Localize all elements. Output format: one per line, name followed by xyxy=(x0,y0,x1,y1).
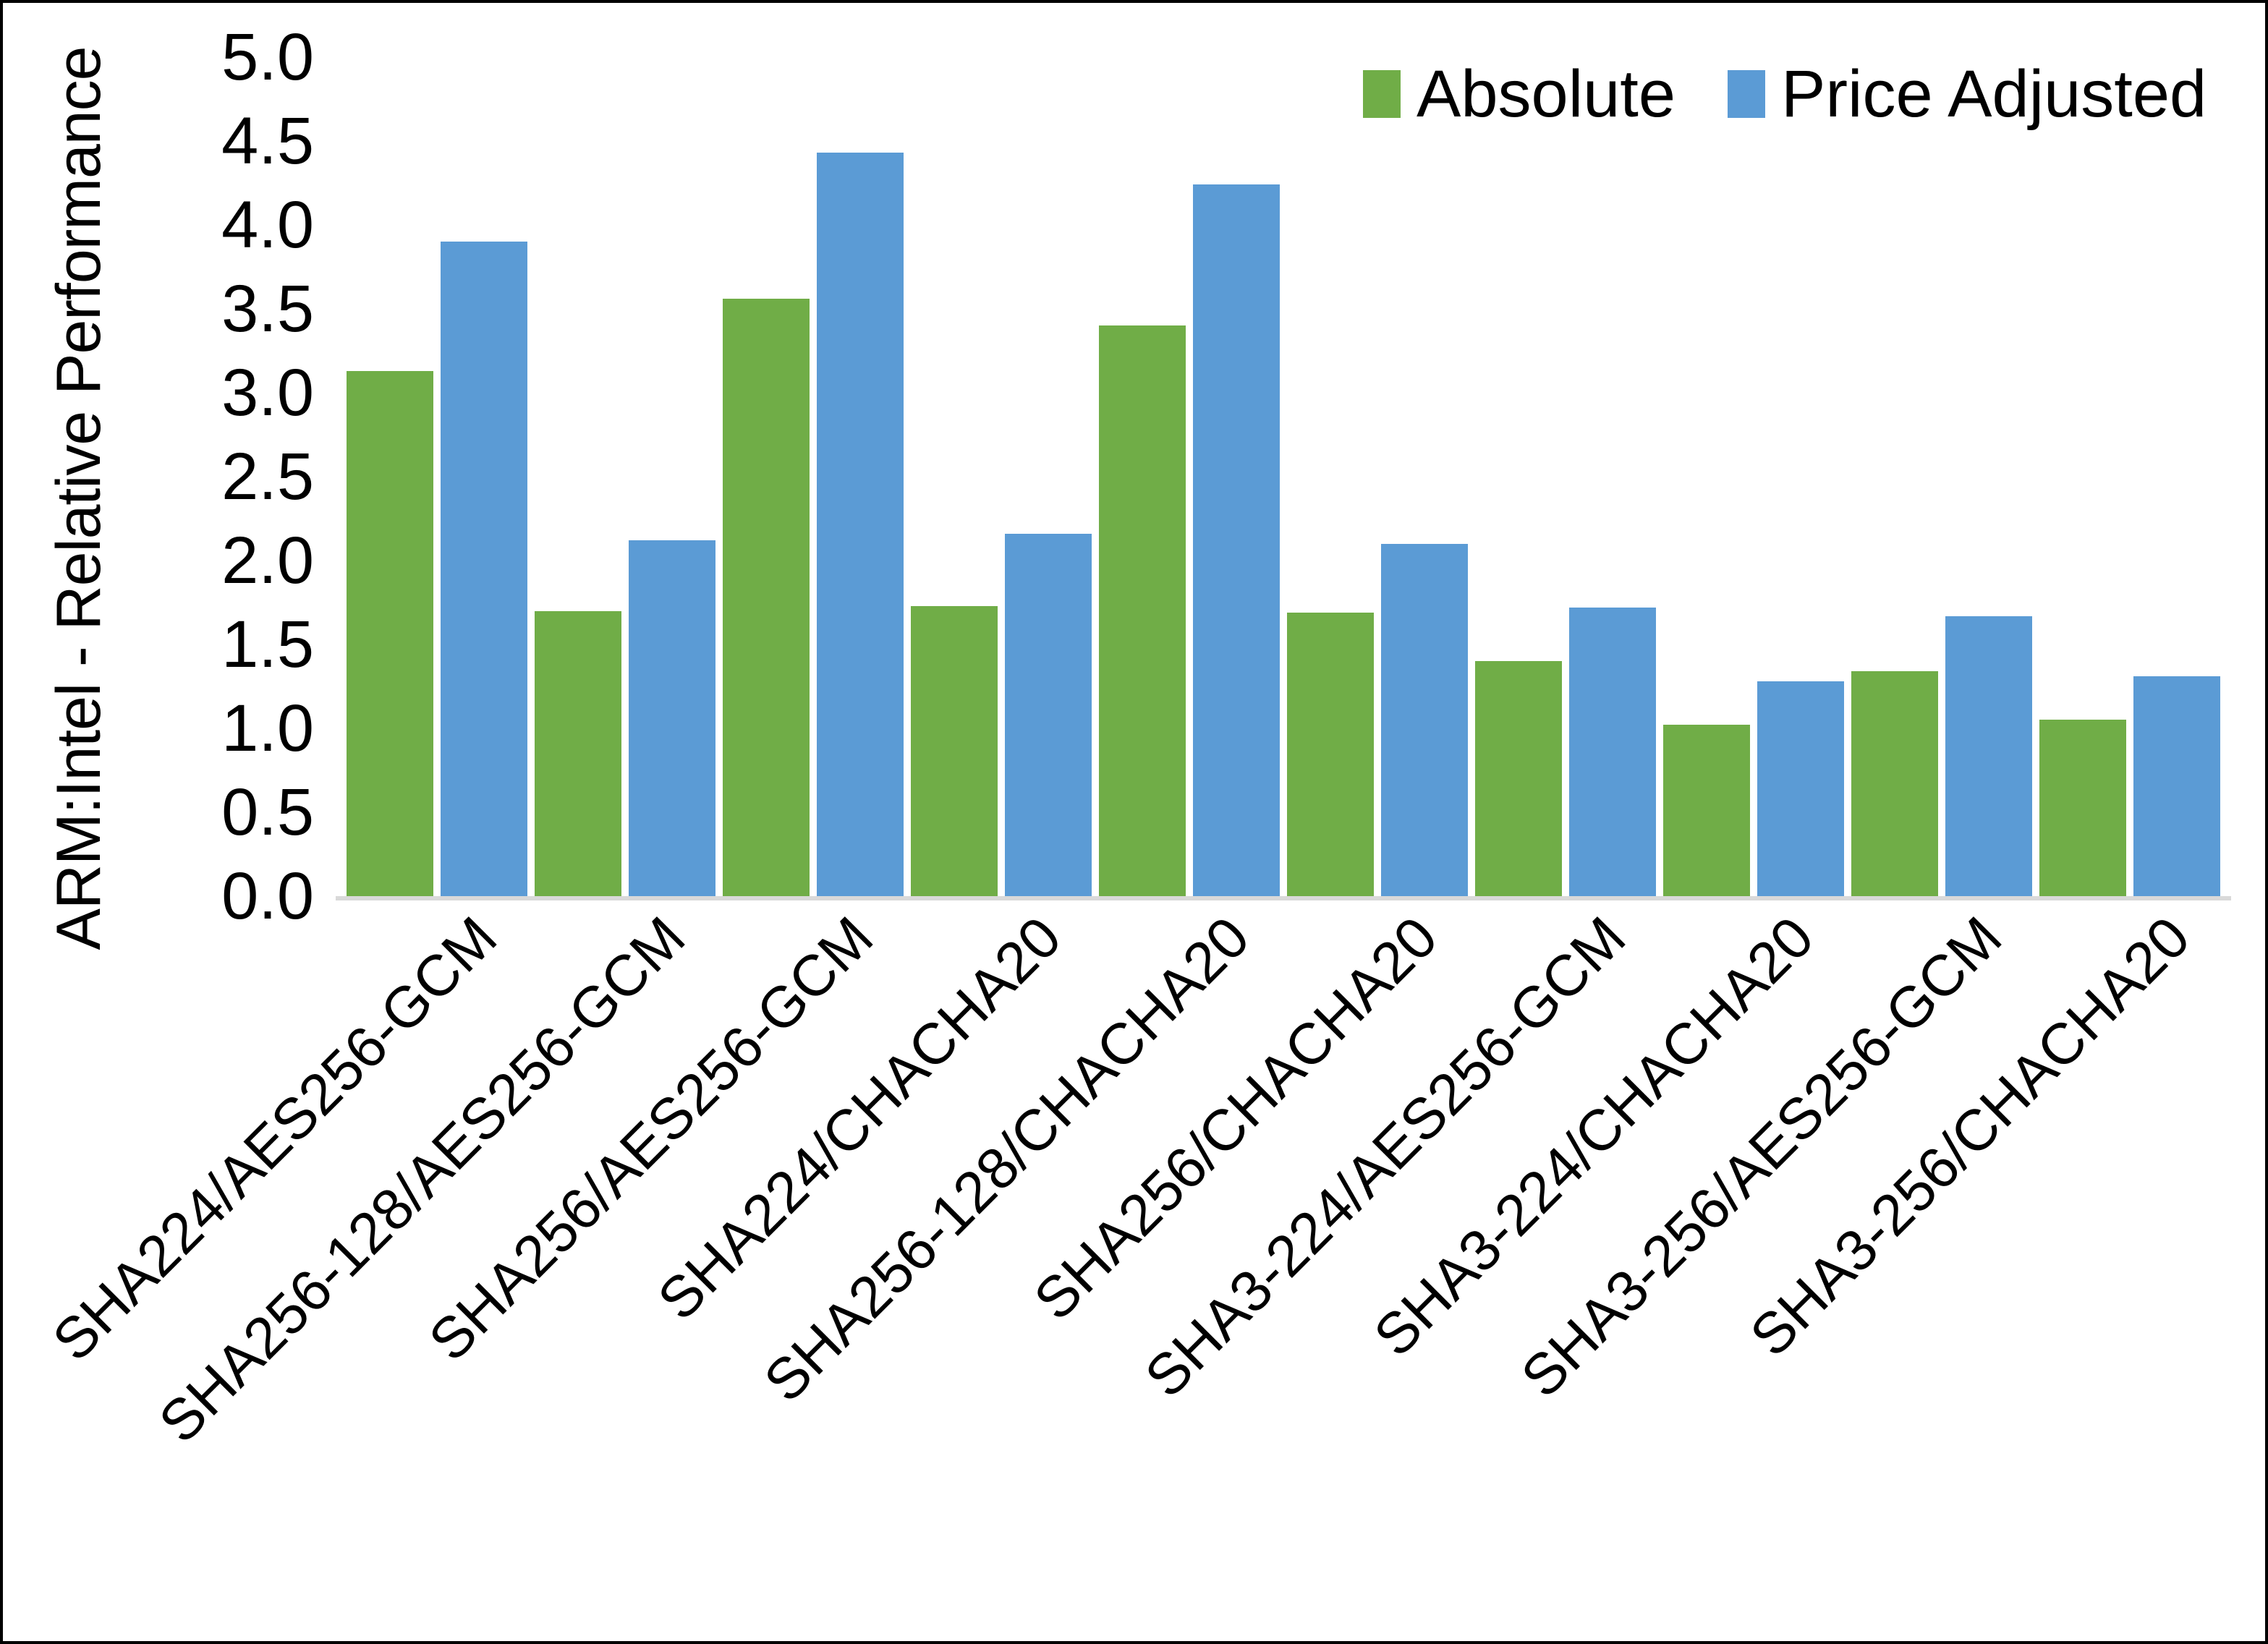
bar-absolute[interactable] xyxy=(2039,720,2126,896)
legend-swatch-icon xyxy=(1363,70,1401,118)
bar-price-adjusted[interactable] xyxy=(1005,533,1092,896)
x-axis-baseline xyxy=(336,896,2231,900)
bar-price-adjusted[interactable] xyxy=(441,242,527,896)
bar-absolute[interactable] xyxy=(347,370,433,896)
bar-price-adjusted[interactable] xyxy=(817,153,904,896)
bar-group xyxy=(719,57,907,896)
bar-group xyxy=(907,57,1095,896)
legend-label: Absolute xyxy=(1417,57,1676,131)
x-axis-tick-labels: SHA224/AES256-GCM SHA256-128/AES256-GCM SH… xyxy=(41,904,2224,1601)
bar-absolute[interactable] xyxy=(1663,725,1750,896)
bar-absolute[interactable] xyxy=(1851,671,1938,896)
bar-absolute[interactable] xyxy=(535,610,621,896)
bar-group xyxy=(2036,57,2224,896)
bar-absolute[interactable] xyxy=(723,299,810,896)
bar-group xyxy=(1471,57,1660,896)
bar-price-adjusted[interactable] xyxy=(1757,681,1844,896)
bar-absolute[interactable] xyxy=(1287,612,1374,896)
y-axis-tick-label: 2.0 xyxy=(221,524,314,597)
y-axis-tick-label: 3.0 xyxy=(221,356,314,430)
bar-group xyxy=(1660,57,1848,896)
bar-group xyxy=(531,57,719,896)
plot-area xyxy=(336,57,2231,900)
bar-price-adjusted[interactable] xyxy=(1569,607,1656,896)
legend-item[interactable]: Absolute xyxy=(1363,61,1675,127)
legend-swatch-icon xyxy=(1728,70,1766,118)
y-axis-tick-label: 3.5 xyxy=(221,272,314,346)
bar-group xyxy=(1283,57,1471,896)
y-axis-tick-label: 0.5 xyxy=(221,775,314,849)
bar-price-adjusted[interactable] xyxy=(629,540,715,896)
y-axis-tick-labels: 5.0 4.5 4.0 3.5 3.0 2.5 2.0 1.5 1.0 0.5 0.0 xyxy=(177,3,314,936)
legend-label: Price Adjusted xyxy=(1781,57,2207,131)
bar-absolute[interactable] xyxy=(1099,325,1186,896)
y-axis-title: ARM:Intel - Relative Performance xyxy=(43,46,114,950)
y-axis-tick-label: 1.0 xyxy=(221,691,314,765)
y-axis-tick-label: 5.0 xyxy=(221,20,314,94)
y-axis-tick-label: 0.0 xyxy=(221,859,314,933)
bar-absolute[interactable] xyxy=(911,605,998,896)
chart-legend: Absolute Price Adjusted xyxy=(1363,61,2207,127)
y-axis-tick-label: 2.5 xyxy=(221,440,314,514)
bar-price-adjusted[interactable] xyxy=(1381,543,1468,896)
bar-absolute[interactable] xyxy=(1475,661,1562,896)
bar-group xyxy=(1848,57,2036,896)
bar-price-adjusted[interactable] xyxy=(1193,184,1280,896)
legend-item[interactable]: Price Adjusted xyxy=(1728,61,2207,127)
bar-group xyxy=(1095,57,1283,896)
bar-price-adjusted[interactable] xyxy=(2133,676,2220,896)
bar-group xyxy=(343,57,531,896)
bar-price-adjusted[interactable] xyxy=(1945,616,2032,896)
y-axis-tick-label: 1.5 xyxy=(221,608,314,681)
y-axis-tick-label: 4.5 xyxy=(221,104,314,178)
y-axis-tick-label: 4.0 xyxy=(221,188,314,262)
